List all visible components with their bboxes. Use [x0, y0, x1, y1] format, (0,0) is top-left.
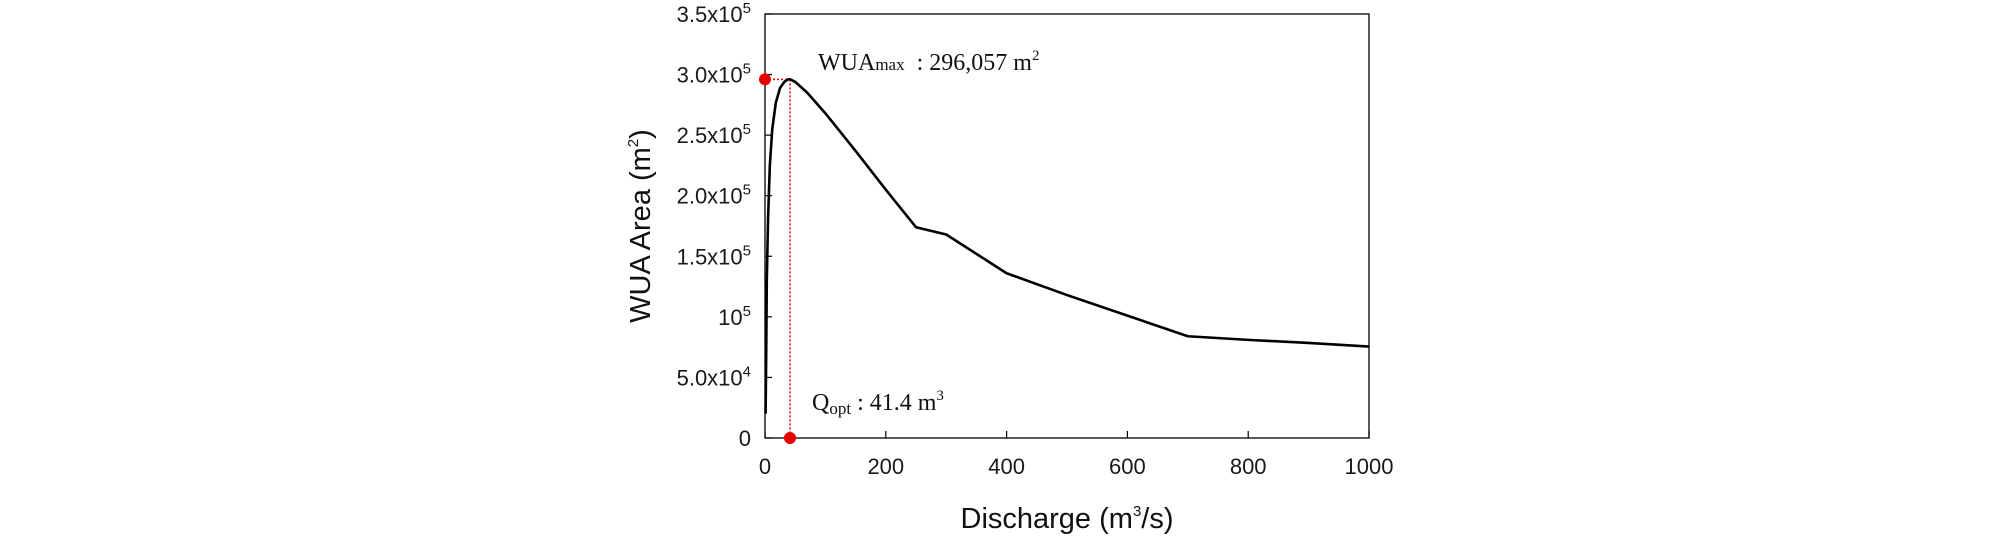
x-tick-label: 200: [867, 454, 904, 479]
plot-area: [764, 13, 1370, 439]
x-tick-label: 0: [759, 454, 771, 479]
y-tick-label: 3.5x105: [677, 0, 751, 27]
x-tick-label: 1000: [1345, 454, 1394, 479]
y-tick-label: 1.5x105: [677, 242, 751, 269]
marker-wua-max: [759, 73, 771, 86]
y-tick-label: 105: [718, 303, 751, 330]
y-axis-title: WUA Area (m2): [625, 129, 657, 323]
x-tick-label: 800: [1230, 454, 1267, 479]
y-axis-ticks: 0 5.0x104 105 1.5x105 2.0x105 2.5x105 3.0x105 3…: [677, 0, 772, 451]
y-tick-label: 3.0x105: [677, 61, 751, 88]
x-tick-label: 600: [1109, 454, 1146, 479]
x-axis-ticks: 0 200 400 600 800 1000: [759, 431, 1394, 479]
y-tick-label: 5.0x104: [677, 363, 751, 390]
annotation-q-opt: Qopt : 41.4 m3: [812, 388, 944, 418]
annotation-wua-max: WUAmax : 296,057 m2: [818, 48, 1039, 76]
marker-q-opt: [784, 432, 797, 444]
x-axis-title: Discharge (m3/s): [961, 503, 1174, 535]
x-tick-label: 400: [988, 454, 1025, 479]
series-line: [764, 78, 1370, 414]
y-tick-label: 2.5x105: [677, 121, 751, 148]
series-group: [764, 78, 1370, 414]
marker-group: [759, 73, 797, 444]
y-tick-label: 0: [739, 426, 751, 451]
y-tick-label: 2.0x105: [677, 182, 751, 209]
